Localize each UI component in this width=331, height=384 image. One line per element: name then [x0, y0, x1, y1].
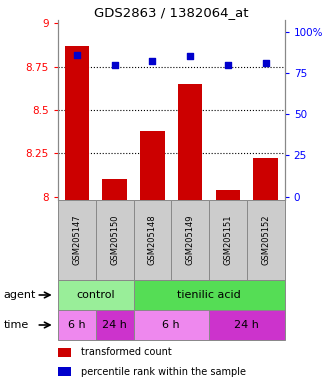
Text: tienilic acid: tienilic acid: [177, 290, 241, 300]
Bar: [247, 200, 285, 280]
Bar: [254, 159, 278, 384]
Title: GDS2863 / 1382064_at: GDS2863 / 1382064_at: [94, 6, 249, 19]
Bar: [140, 131, 165, 384]
Bar: [171, 200, 209, 280]
Point: [188, 53, 193, 60]
Text: GSM205147: GSM205147: [72, 215, 81, 265]
Text: 6 h: 6 h: [68, 320, 86, 330]
Text: GSM205151: GSM205151: [223, 215, 232, 265]
Bar: [65, 46, 89, 384]
Point: [263, 60, 268, 66]
Text: control: control: [76, 290, 115, 300]
Text: GSM205152: GSM205152: [261, 215, 270, 265]
Text: time: time: [3, 320, 28, 330]
Point: [112, 61, 117, 68]
Text: percentile rank within the sample: percentile rank within the sample: [81, 367, 246, 377]
Bar: [58, 310, 96, 340]
Text: GSM205149: GSM205149: [186, 215, 195, 265]
Bar: [102, 179, 127, 384]
Bar: [178, 84, 203, 384]
Bar: [58, 200, 96, 280]
Point: [225, 61, 231, 68]
Bar: [209, 310, 285, 340]
Text: transformed count: transformed count: [81, 347, 172, 358]
Text: 24 h: 24 h: [102, 320, 127, 330]
Text: 24 h: 24 h: [234, 320, 259, 330]
Bar: [133, 280, 285, 310]
Text: GSM205148: GSM205148: [148, 215, 157, 265]
Bar: [96, 200, 133, 280]
Text: 6 h: 6 h: [163, 320, 180, 330]
Bar: [58, 280, 133, 310]
Bar: [96, 310, 133, 340]
Bar: [58, 348, 71, 357]
Bar: [58, 367, 71, 376]
Point: [74, 51, 79, 58]
Point: [150, 58, 155, 65]
Bar: [209, 200, 247, 280]
Bar: [133, 310, 209, 340]
Text: GSM205150: GSM205150: [110, 215, 119, 265]
Text: agent: agent: [3, 290, 36, 300]
Bar: [216, 190, 240, 384]
Bar: [133, 200, 171, 280]
